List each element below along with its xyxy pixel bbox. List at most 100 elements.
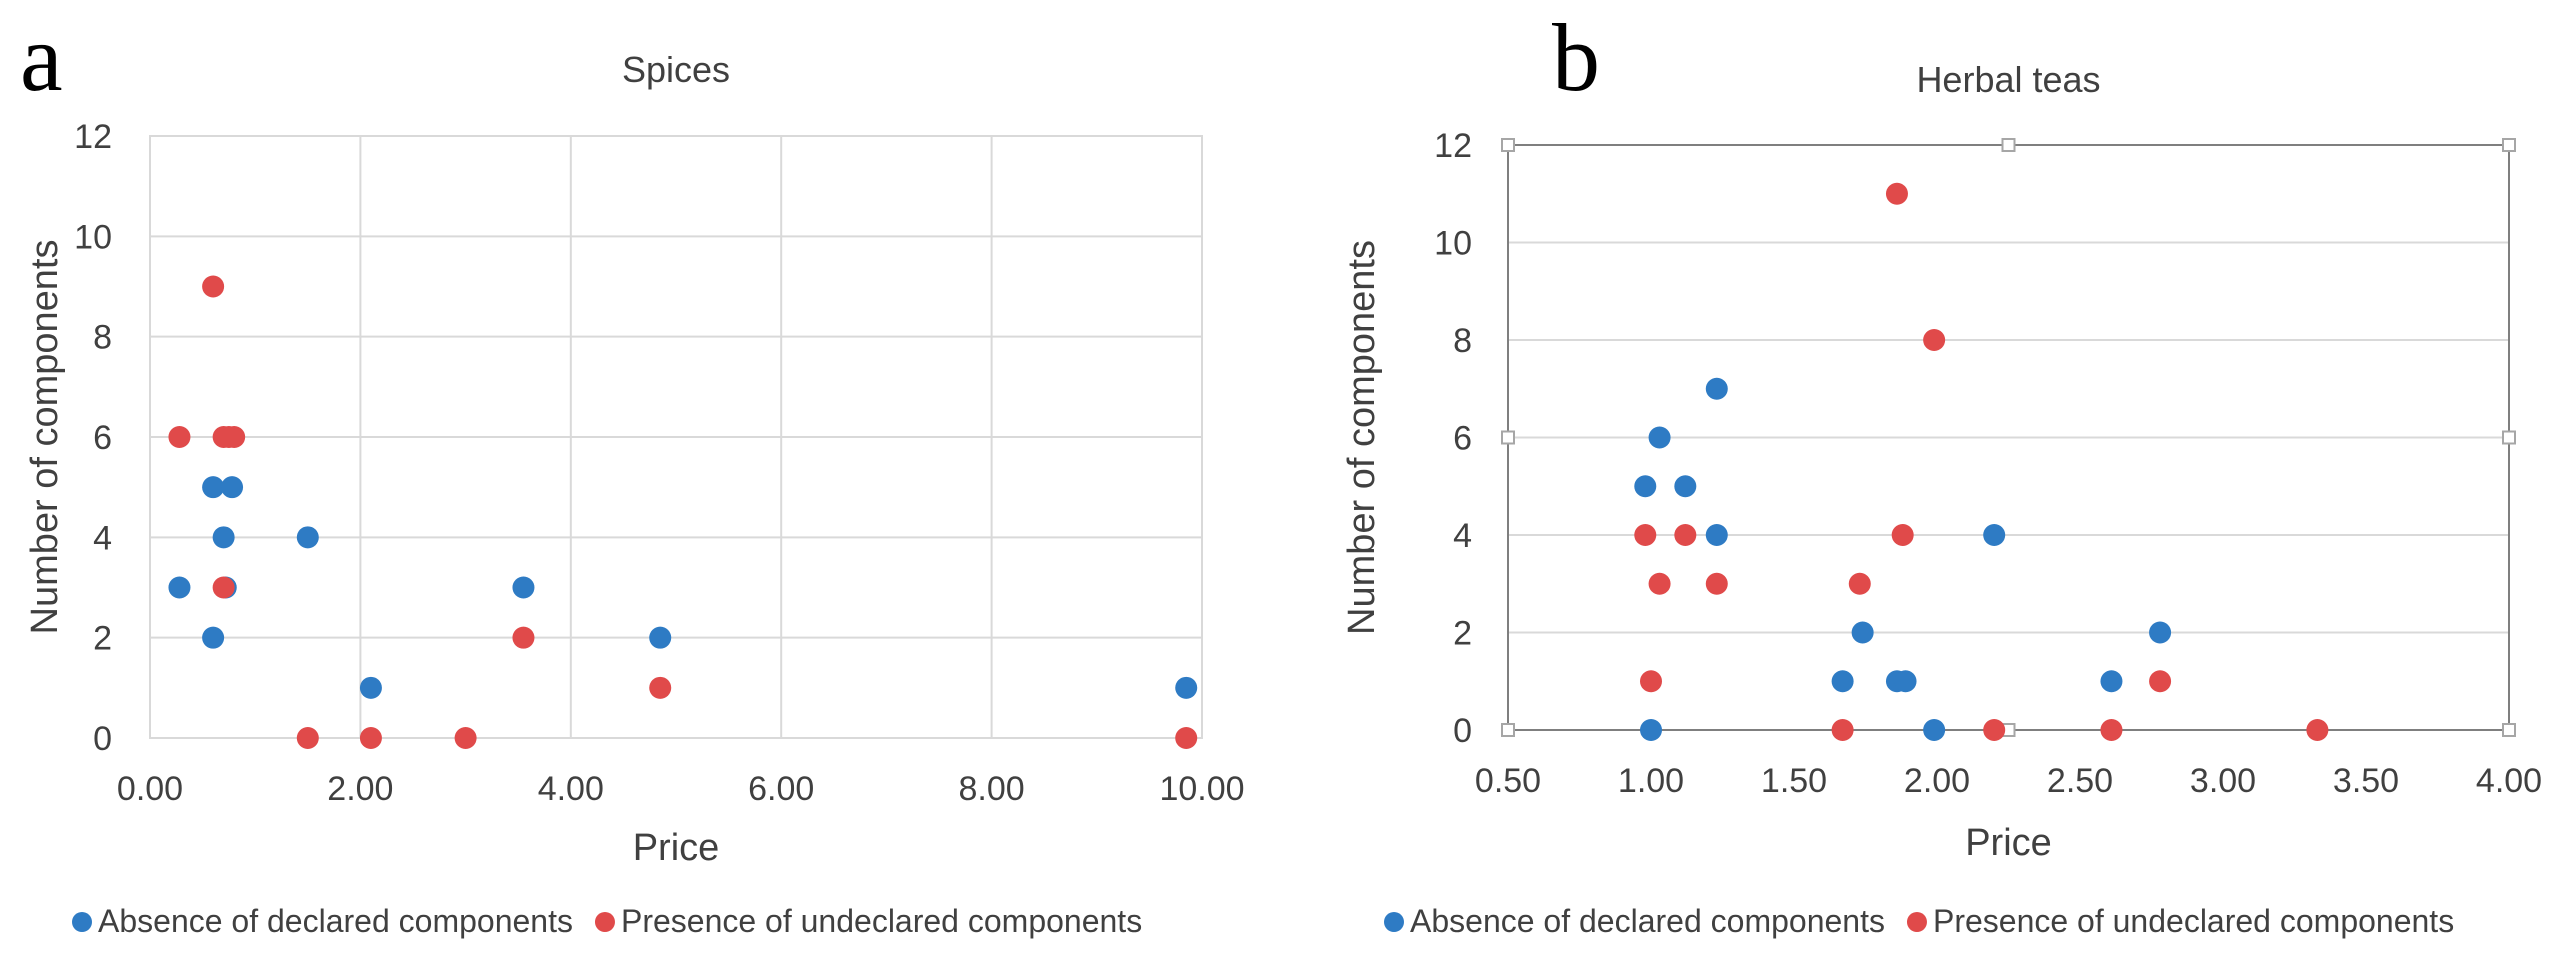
chart-b-y-axis-label: Number of components <box>1341 240 1383 635</box>
chart-b-selection-handle <box>1501 138 1515 152</box>
chart-a-x-tick-label: 10.00 <box>1159 770 1244 808</box>
chart-b-legend-marker-absence <box>1384 912 1404 932</box>
chart-b-point-absence <box>1851 621 1874 644</box>
chart-b-point-absence <box>1983 524 2006 546</box>
chart-a-x-axis-label: Price <box>633 827 720 869</box>
chart-a-y-axis-label: Number of components <box>24 240 66 635</box>
chart-a-point-presence <box>1175 727 1198 749</box>
chart-b-x-tick-label: 2.00 <box>1904 762 1970 800</box>
chart-b-title: Herbal teas <box>1916 59 2100 100</box>
chart-b-y-tick-label: 12 <box>1434 127 1472 165</box>
chart-a-legend-marker-absence <box>72 912 92 932</box>
chart-b-point-absence <box>1831 670 1854 693</box>
chart-a-x-tick-label: 2.00 <box>327 770 393 808</box>
chart-a-point-absence <box>168 576 191 599</box>
chart-a-title: Spices <box>622 49 730 90</box>
chart-a-x-tick-label: 4.00 <box>538 770 604 808</box>
chart-b-x-tick-label: 2.50 <box>2047 762 2113 800</box>
chart-b-selection-handle <box>2502 723 2516 737</box>
chart-b-point-presence <box>1831 719 1854 741</box>
chart-b-x-tick-label: 1.50 <box>1761 762 1827 800</box>
chart-b-x-tick-label: 3.00 <box>2190 762 2256 800</box>
chart-a-legend-label-absence: Absence of declared components <box>98 903 573 939</box>
chart-b-point-presence <box>1648 572 1671 595</box>
chart-a-point-presence <box>296 727 319 749</box>
chart-b-y-tick-label: 2 <box>1453 615 1472 653</box>
chart-b-x-tick-label: 0.50 <box>1475 762 1541 800</box>
chart-b-x-tick-label: 4.00 <box>2476 762 2542 800</box>
chart-b-point-absence <box>1705 377 1728 400</box>
chart-b-point-absence <box>1923 719 1946 741</box>
chart-a-point-absence <box>512 576 535 599</box>
chart-a-point-absence <box>359 676 382 699</box>
chart-b-y-tick-label: 0 <box>1453 712 1472 750</box>
chart-a-point-presence <box>649 676 672 699</box>
chart-a-y-tick-label: 4 <box>93 519 112 557</box>
chart-b-point-absence <box>1640 719 1662 741</box>
chart-a-point-presence <box>359 727 382 749</box>
chart-b-x-axis-label: Price <box>1965 822 2052 864</box>
chart-a-plot-area <box>149 135 1203 739</box>
chart-b-point-presence <box>2149 670 2172 693</box>
chart-b-point-presence <box>2306 719 2329 741</box>
chart-b-y-tick-label: 8 <box>1453 322 1472 360</box>
chart-a-x-tick-label: 0.00 <box>117 770 183 808</box>
chart-b-legend-marker-presence <box>1906 912 1927 932</box>
chart-b-selection-handle <box>1501 723 1515 737</box>
chart-a-point-presence <box>454 727 477 749</box>
chart-b-point-presence <box>1634 524 1657 546</box>
chart-a-point-absence <box>202 476 225 499</box>
chart-a-legend-label-presence: Presence of undeclared components <box>621 903 1142 939</box>
chart-b-point-absence <box>1634 475 1657 498</box>
chart-a-point-absence <box>296 526 319 549</box>
chart-a-point-presence <box>202 275 225 298</box>
chart-b-y-tick-label: 10 <box>1434 225 1472 263</box>
chart-b-selection-handle <box>1501 430 1515 445</box>
chart-b-point-absence <box>2100 670 2123 693</box>
chart-a-point-presence <box>168 426 191 448</box>
chart-b-y-tick-label: 4 <box>1453 517 1472 555</box>
chart-a-point-absence <box>202 626 225 649</box>
chart-a-x-tick-label: 8.00 <box>959 770 1025 808</box>
chart-b-x-tick-label: 3.50 <box>2333 762 2399 800</box>
chart-b-selection-handle <box>2001 138 2016 152</box>
chart-a-legend-marker-presence <box>594 912 615 932</box>
chart-b-point-presence <box>1885 182 1908 205</box>
chart-b-point-presence <box>1923 329 1946 351</box>
chart-b-legend-label-absence: Absence of declared components <box>1410 903 1885 939</box>
chart-a-panel-letter: a <box>20 4 63 111</box>
chart-b-point-presence <box>1640 670 1662 693</box>
chart-a-y-tick-label: 8 <box>93 319 112 357</box>
chart-b-selection-handle <box>2502 430 2516 445</box>
chart-b-point-absence <box>2149 621 2172 644</box>
chart-a-point-absence <box>649 626 672 649</box>
chart-a-point-presence <box>223 426 246 448</box>
chart-b-point-presence <box>1674 524 1697 546</box>
chart-b-point-presence <box>2100 719 2123 741</box>
chart-a-point-presence <box>512 626 535 649</box>
chart-b-point-absence <box>1674 475 1697 498</box>
chart-a-y-tick-label: 12 <box>74 118 112 156</box>
chart-a-point-absence <box>1175 676 1198 699</box>
chart-b-point-presence <box>1705 572 1728 595</box>
chart-b-selection-handle <box>2502 138 2516 152</box>
chart-a-y-tick-label: 2 <box>93 620 112 658</box>
chart-b-x-tick-label: 1.00 <box>1618 762 1684 800</box>
chart-b-legend-label-presence: Presence of undeclared components <box>1933 903 2454 939</box>
chart-b-point-presence <box>1848 572 1871 595</box>
chart-b-point-absence <box>1705 524 1728 546</box>
chart-a-x-tick-label: 6.00 <box>748 770 814 808</box>
chart-b-y-tick-label: 6 <box>1453 420 1472 458</box>
chart-a-point-absence <box>212 526 235 549</box>
chart-a-y-tick-label: 0 <box>93 720 112 758</box>
chart-b-point-presence <box>1891 524 1914 546</box>
chart-b-panel-letter: b <box>1552 4 1600 111</box>
chart-a-point-presence <box>212 576 235 599</box>
chart-b-point-presence <box>1983 719 2006 741</box>
chart-a-y-tick-label: 10 <box>74 218 112 256</box>
chart-a-y-tick-label: 6 <box>93 419 112 457</box>
chart-a-point-absence <box>221 476 244 499</box>
chart-b-point-absence <box>1648 426 1671 449</box>
chart-b-point-absence <box>1894 670 1917 693</box>
